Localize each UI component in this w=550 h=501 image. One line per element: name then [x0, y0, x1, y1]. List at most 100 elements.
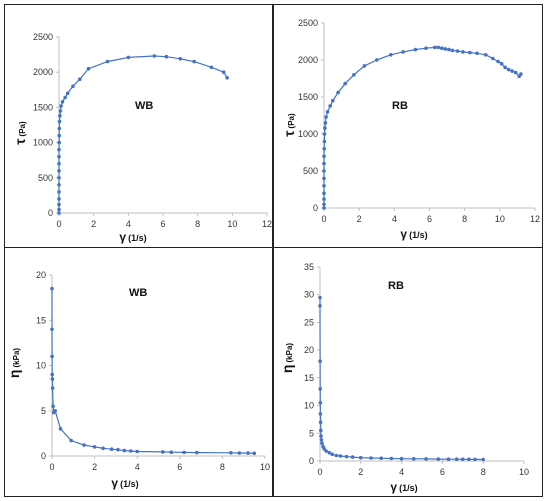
data-point [461, 457, 465, 462]
data-point [57, 154, 61, 159]
y-tick-label: 5 [309, 428, 314, 438]
data-point [399, 456, 404, 461]
series-line [323, 46, 522, 208]
x-tick-label: 2 [91, 219, 96, 229]
x-tick-label: 10 [227, 219, 237, 229]
data-point [450, 48, 455, 53]
data-point [318, 387, 322, 391]
y-tick-label: 2500 [33, 32, 53, 42]
x-tick-label: 4 [399, 467, 404, 477]
data-point [328, 104, 332, 108]
data-point [209, 65, 214, 70]
data-point [446, 457, 451, 461]
data-point [101, 446, 105, 451]
y-tick-label: 10 [36, 361, 46, 371]
x-tick-label: 2 [92, 462, 97, 472]
data-point [57, 147, 61, 152]
chart-svg: 0 2 4 6 8 10 0 5 10 15 20 η (kPa) γ (1/s) WB [6, 270, 270, 490]
x-tick-label: 12 [530, 214, 540, 224]
data-point [57, 207, 61, 212]
data-point [57, 133, 61, 138]
data-point [389, 53, 393, 57]
data-point [57, 211, 61, 215]
x-tick-label: 0 [49, 462, 54, 472]
data-point [424, 457, 428, 461]
data-point [319, 434, 323, 438]
data-point [324, 449, 328, 453]
data-point [122, 448, 127, 453]
y-axis-label-unit: (kPa) [285, 343, 294, 363]
y-axis-label-symbol: τ [12, 138, 28, 145]
x-tick-label: 8 [481, 467, 486, 477]
data-point [51, 404, 55, 408]
series-line [58, 55, 228, 213]
data-point [336, 90, 340, 95]
y-tick-label: 20 [36, 270, 46, 280]
data-point [330, 452, 334, 457]
y-tick-label: 15 [304, 373, 314, 383]
data-point [338, 454, 343, 458]
data-point [50, 372, 54, 377]
y-tick-label: 25 [304, 317, 314, 327]
y-tick-label: 10 [304, 401, 314, 411]
data-point [461, 50, 465, 54]
y-axis-label-symbol: τ [281, 130, 297, 137]
x-tick-label: 0 [317, 467, 322, 477]
chart-svg: 0 2 4 6 8 10 0 5 10 15 20 25 30 35 η (kPa) γ (1/s) RB [279, 262, 529, 494]
data-point [454, 457, 459, 461]
data-point [59, 104, 63, 108]
data-point [71, 84, 75, 89]
data-point [455, 49, 460, 53]
x-axis-label-symbol: γ [390, 480, 397, 494]
data-point [424, 46, 428, 50]
data-point [237, 451, 242, 455]
data-point [129, 449, 133, 453]
data-point [50, 354, 54, 359]
x-tick-label: 2 [358, 467, 363, 477]
data-point [322, 176, 326, 181]
data-point [499, 61, 504, 66]
data-point [506, 67, 511, 72]
data-point [362, 64, 367, 68]
y-tick-label: 5 [41, 406, 46, 416]
data-point [481, 457, 485, 462]
data-point [440, 46, 444, 50]
x-tick-label: 6 [160, 219, 165, 229]
data-point [322, 202, 326, 207]
data-point [323, 126, 327, 130]
data-point [318, 420, 323, 424]
y-tick-label: 0 [48, 208, 53, 218]
y-tick-label: 2500 [298, 18, 318, 28]
data-point [343, 81, 347, 86]
y-axis-label-symbol: η [6, 370, 22, 379]
data-point [468, 50, 472, 55]
data-point [413, 47, 418, 52]
data-point [447, 47, 451, 52]
data-point [322, 184, 326, 188]
y-axis-label: η (kPa) [6, 348, 22, 378]
data-point [379, 456, 383, 460]
chart-panel-rb-viscosity: 0 2 4 6 8 10 0 5 10 15 20 25 30 35 η (kPa) γ (1/s) RB [273, 247, 543, 497]
x-tick-label: 0 [321, 214, 326, 224]
y-axis-label: η (kPa) [279, 343, 295, 373]
data-point [58, 427, 63, 431]
x-tick-label: 4 [392, 214, 397, 224]
data-point [519, 72, 523, 76]
data-point [491, 56, 495, 61]
x-tick-label: 4 [126, 219, 131, 229]
x-tick-label: 8 [462, 214, 467, 224]
data-point [412, 457, 416, 461]
data-point [252, 451, 257, 456]
data-point [65, 91, 70, 96]
data-point [57, 183, 61, 187]
data-point [78, 77, 82, 81]
data-point [322, 154, 326, 158]
chart-svg: 0 2 4 6 8 10 12 0 500 1000 1500 2000 2500 τ (Pa) γ (1/s)… [12, 32, 272, 244]
data-point [496, 59, 500, 64]
data-point [319, 428, 323, 433]
data-point [513, 70, 518, 75]
data-point [484, 53, 488, 57]
data-point [318, 412, 323, 416]
data-point [369, 456, 373, 460]
data-point [57, 161, 61, 166]
